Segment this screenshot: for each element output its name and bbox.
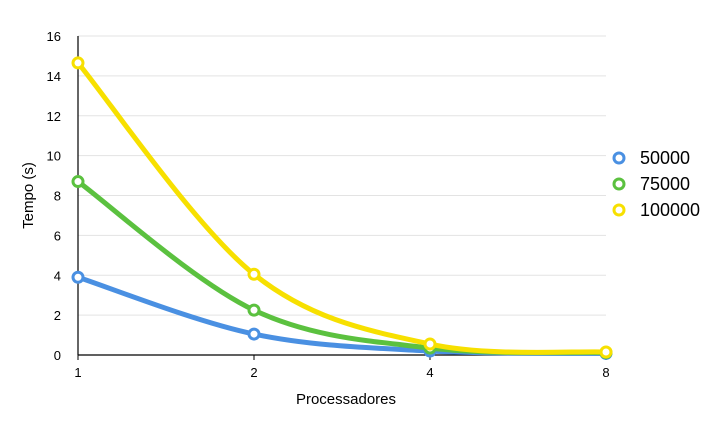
data-point-100000-8: [599, 345, 613, 359]
y-tick-label: 10: [47, 149, 61, 164]
y-tick-label: 16: [47, 29, 61, 44]
legend-label-75000: 75000: [640, 174, 690, 194]
legend-marker-100000: [612, 203, 626, 217]
x-tick-label: 1: [74, 365, 81, 380]
legend-marker-75000: [612, 177, 626, 191]
data-point-50000-2: [247, 327, 261, 341]
x-tick-label: 8: [602, 365, 609, 380]
legend-marker-50000: [612, 151, 626, 165]
data-point-75000-1: [71, 175, 85, 189]
data-point-100000-4: [423, 337, 437, 351]
y-tick-label: 4: [54, 268, 61, 283]
data-point-100000-1: [71, 56, 85, 70]
y-tick-label: 0: [54, 348, 61, 363]
x-tick-label: 2: [250, 365, 257, 380]
data-point-75000-2: [247, 303, 261, 317]
legend-label-50000: 50000: [640, 148, 690, 168]
legend-label-100000: 100000: [640, 200, 700, 220]
y-tick-label: 12: [47, 109, 61, 124]
y-axis-title: Tempo (s): [20, 162, 37, 229]
y-tick-label: 14: [47, 69, 61, 84]
series-line-100000: [75, 60, 609, 355]
x-tick-label: 4: [426, 365, 433, 380]
data-point-50000-1: [71, 270, 85, 284]
x-axis-title: Processadores: [296, 391, 396, 408]
y-tick-label: 6: [54, 228, 61, 243]
y-tick-label: 8: [54, 189, 61, 204]
y-tick-label: 2: [54, 308, 61, 323]
data-point-100000-2: [247, 267, 261, 281]
series-line-75000: [75, 179, 609, 356]
